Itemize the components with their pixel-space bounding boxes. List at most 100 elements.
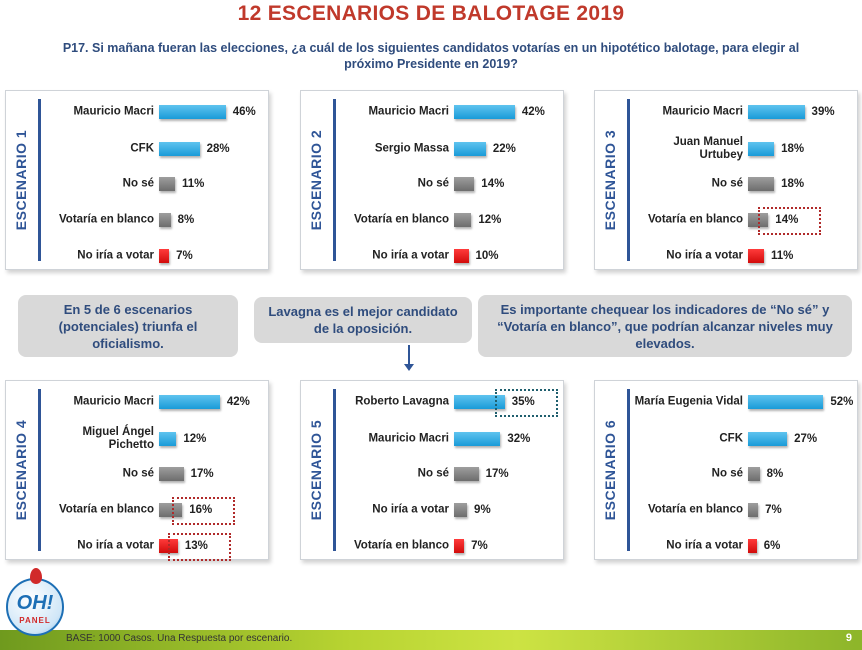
bar-row: Sergio Massa 22% — [337, 132, 559, 166]
data-bar — [159, 467, 184, 481]
bar-row: No iría a votar 10% — [337, 239, 559, 273]
panel-divider — [333, 99, 336, 261]
data-label: 17% — [485, 468, 509, 480]
category-label: No sé — [417, 177, 449, 190]
data-label: 7% — [765, 504, 782, 516]
oh-panel-logo: OH! PANEL — [6, 568, 64, 636]
bar-row: Mauricio Macri 32% — [337, 422, 559, 456]
bar-row: No iría a votar 13% — [42, 529, 264, 563]
data-label: 32% — [507, 433, 531, 445]
bar-row: CFK 28% — [42, 132, 264, 166]
bar-row: Votaría en blanco 8% — [42, 203, 264, 237]
data-bar — [748, 105, 805, 119]
data-bar — [159, 432, 177, 446]
category-label: No iría a votar — [666, 539, 743, 552]
footer-bar: BASE: 1000 Casos. Una Respuesta por esce… — [0, 630, 862, 650]
bar-row: Votaría en blanco 16% — [42, 493, 264, 527]
data-bar — [748, 142, 775, 156]
bar-row: Mauricio Macri 42% — [337, 95, 559, 129]
category-label: Roberto Lavagna — [355, 395, 449, 408]
category-label: María Eugenia Vidal — [634, 395, 743, 408]
data-label: 46% — [232, 106, 256, 118]
category-label: Mauricio Macri — [73, 395, 154, 408]
bar-row: No sé 18% — [631, 167, 853, 201]
category-label: Votaría en blanco — [353, 539, 449, 552]
data-bar — [748, 467, 760, 481]
data-label: 7% — [471, 540, 488, 552]
callout-indicadores: Es importante chequear los indicadores d… — [478, 295, 852, 357]
data-label: 18% — [781, 178, 805, 190]
logo-drop-icon — [30, 568, 42, 584]
bar-row: No sé 11% — [42, 167, 264, 201]
data-label: 27% — [794, 433, 818, 445]
data-label: 42% — [226, 396, 250, 408]
bar-row: Miguel Ángel Pichetto 12% — [42, 422, 264, 456]
data-label: 11% — [770, 250, 794, 262]
survey-question: P17. Si mañana fueran las elecciones, ¿a… — [62, 41, 800, 71]
data-bar — [454, 105, 515, 119]
data-label: 13% — [184, 540, 208, 552]
bar-row: No sé 17% — [42, 457, 264, 491]
data-label: 17% — [190, 468, 214, 480]
logo-subtext: PANEL — [19, 616, 51, 625]
category-label: Mauricio Macri — [368, 432, 449, 445]
data-label: 14% — [775, 214, 799, 226]
scenario-title: ESCENARIO 6 — [595, 381, 625, 559]
data-label: 42% — [521, 106, 545, 118]
data-label: 16% — [189, 504, 213, 516]
panel-divider — [333, 389, 336, 551]
data-bar — [159, 503, 183, 517]
category-label: No sé — [711, 467, 743, 480]
data-label: 35% — [511, 396, 535, 408]
category-label: No iría a votar — [77, 539, 154, 552]
category-label: No sé — [417, 467, 449, 480]
category-label: Votaría en blanco — [353, 213, 449, 226]
scenario-title: ESCENARIO 5 — [301, 381, 331, 559]
category-label: No sé — [122, 467, 154, 480]
bar-row: María Eugenia Vidal 52% — [631, 385, 853, 419]
category-label: CFK — [719, 432, 743, 445]
bar-row: No iría a votar 11% — [631, 239, 853, 273]
category-label: Votaría en blanco — [647, 213, 743, 226]
data-label: 9% — [474, 504, 491, 516]
data-label: 8% — [177, 214, 195, 226]
scenario-title-text: ESCENARIO 2 — [308, 129, 324, 231]
bar-row: Juan Manuel Urtubey 18% — [631, 132, 853, 166]
bar-row: Mauricio Macri 46% — [42, 95, 264, 129]
callout-lavagna: Lavagna es el mejor candidato de la opos… — [254, 297, 472, 343]
data-bar — [159, 142, 200, 156]
scenario-title: ESCENARIO 2 — [301, 91, 331, 269]
scenario-panel-3: ESCENARIO 3 Mauricio Macri 39% Juan Manuel … — [594, 90, 858, 270]
bar-row: Mauricio Macri 39% — [631, 95, 853, 129]
data-label: 8% — [766, 468, 784, 480]
data-label: 12% — [183, 433, 207, 445]
category-label: Juan Manuel Urtubey — [673, 136, 743, 161]
category-label: No iría a votar — [372, 503, 449, 516]
data-bar — [159, 177, 175, 191]
data-label: 6% — [763, 540, 781, 552]
down-arrow-icon — [404, 345, 414, 371]
scenario-panel-6: ESCENARIO 6 María Eugenia Vidal 52% CFK 27% N… — [594, 380, 858, 560]
data-label: 22% — [492, 143, 516, 155]
bar-row: No iría a votar 9% — [337, 493, 559, 527]
scenario-title-text: ESCENARIO 5 — [308, 419, 324, 521]
data-bar — [454, 539, 465, 553]
scenario-title: ESCENARIO 4 — [6, 381, 36, 559]
category-label: No sé — [122, 177, 154, 190]
category-label: Sergio Massa — [374, 142, 449, 155]
scenario-title-text: ESCENARIO 4 — [13, 419, 29, 521]
scenario-panel-4: ESCENARIO 4 Mauricio Macri 42% Miguel Ángel… — [5, 380, 269, 563]
bar-row: No iría a votar 7% — [42, 239, 264, 273]
data-bar — [748, 249, 764, 263]
data-bar — [748, 177, 775, 191]
category-label: Mauricio Macri — [368, 105, 449, 118]
data-label: 11% — [181, 178, 205, 190]
data-label: 14% — [481, 178, 505, 190]
data-bar — [159, 395, 220, 409]
scenario-panel-1: ESCENARIO 1 Mauricio Macri 46% CFK 28% No sé 1… — [5, 90, 269, 270]
bar-row: CFK 27% — [631, 422, 853, 456]
bar-row: Mauricio Macri 42% — [42, 385, 264, 419]
data-bar — [159, 213, 171, 227]
category-label: Votaría en blanco — [647, 503, 743, 516]
data-label: 10% — [475, 250, 499, 262]
